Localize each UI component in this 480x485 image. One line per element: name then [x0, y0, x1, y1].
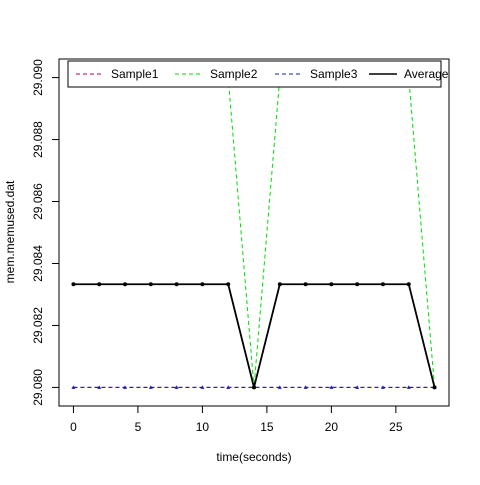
point-average — [355, 282, 360, 287]
y-tick-label: 29.090 — [31, 59, 45, 96]
x-tick-label: 15 — [260, 420, 274, 434]
point-average — [432, 385, 437, 390]
y-tick-label: 29.088 — [31, 121, 45, 158]
x-tick-label: 5 — [135, 420, 142, 434]
point-sample3 — [303, 385, 308, 389]
point-sample3 — [277, 385, 282, 389]
x-tick-label: 10 — [196, 420, 210, 434]
point-sample3 — [226, 385, 231, 389]
point-average — [380, 282, 385, 287]
legend-label-sample3: Sample3 — [310, 67, 358, 81]
point-sample3 — [148, 385, 153, 389]
point-average — [303, 282, 308, 287]
y-tick-label: 29.084 — [31, 245, 45, 282]
point-sample3 — [380, 385, 385, 389]
x-axis: 0 5 10 15 20 25 — [70, 405, 403, 434]
plot-background — [59, 59, 449, 406]
point-sample3 — [329, 385, 334, 389]
point-sample3 — [123, 385, 128, 389]
point-average — [200, 282, 205, 287]
legend: Sample1 Sample2 Sample3 Average — [67, 60, 449, 88]
point-sample3 — [97, 385, 102, 389]
point-sample3 — [174, 385, 179, 389]
point-average — [97, 282, 102, 287]
legend-label-average: Average — [404, 67, 449, 81]
legend-label-sample1: Sample1 — [111, 67, 159, 81]
point-sample3 — [355, 385, 360, 389]
y-tick-label: 29.086 — [31, 183, 45, 220]
y-axis: 29.080 29.082 29.084 29.086 29.088 29.090 — [31, 59, 60, 406]
y-axis-label: mem.memused.dat — [3, 180, 17, 283]
y-tick-label: 29.082 — [31, 307, 45, 344]
x-tick-label: 20 — [325, 420, 339, 434]
point-sample3 — [71, 385, 76, 389]
point-average — [252, 385, 256, 390]
legend-label-sample2: Sample2 — [210, 67, 258, 81]
point-sample3 — [406, 385, 411, 389]
point-average — [123, 282, 128, 287]
x-tick-label: 0 — [70, 420, 77, 434]
x-tick-label: 25 — [389, 420, 403, 434]
point-average — [277, 282, 282, 287]
point-average — [71, 282, 76, 287]
point-average — [174, 282, 179, 287]
point-average — [226, 282, 231, 287]
y-tick-label: 29.080 — [31, 369, 45, 406]
point-average — [406, 282, 411, 287]
point-sample3 — [200, 385, 205, 389]
x-axis-label: time(seconds) — [216, 450, 291, 464]
point-average — [148, 282, 153, 287]
point-average — [329, 282, 334, 287]
